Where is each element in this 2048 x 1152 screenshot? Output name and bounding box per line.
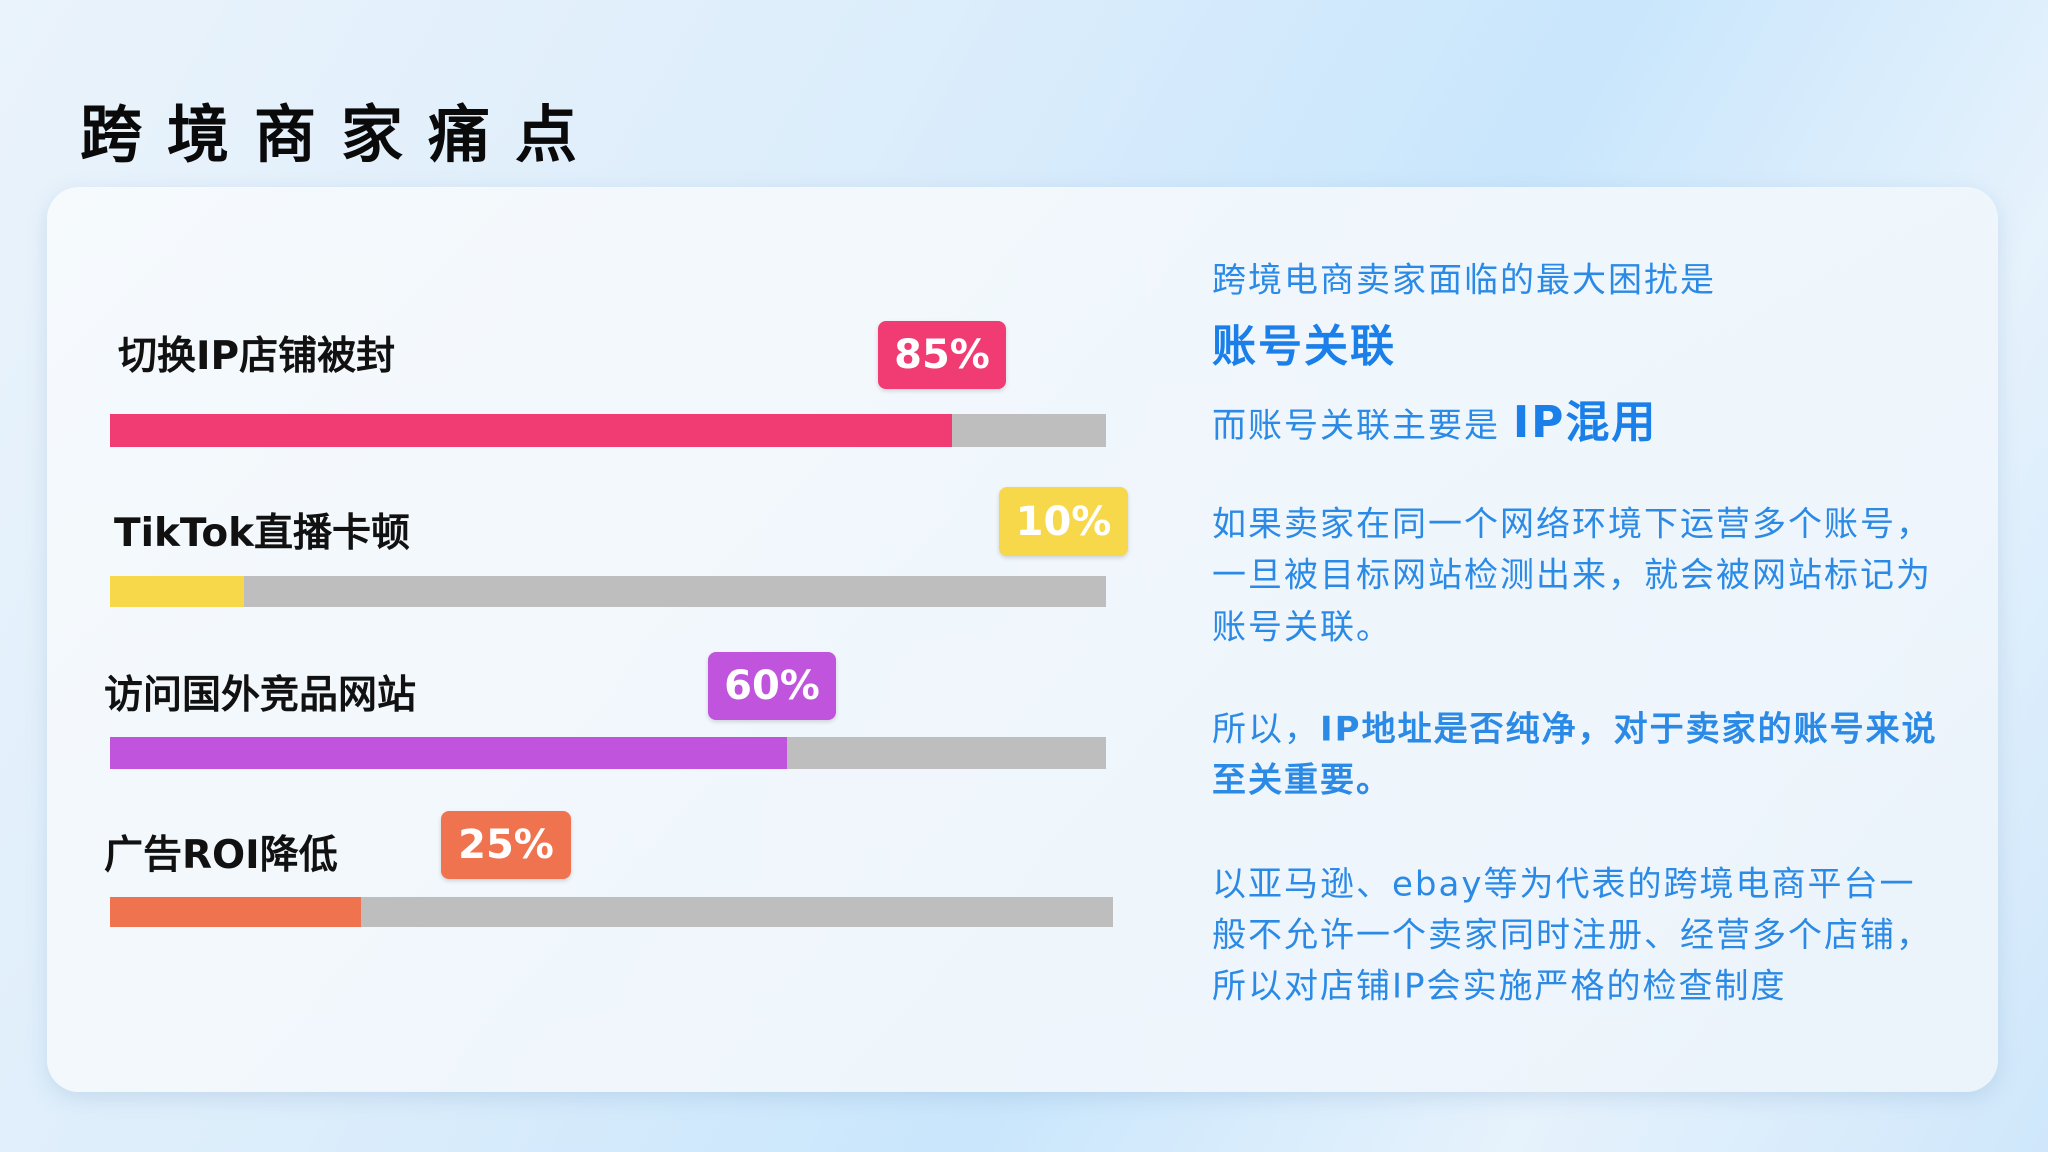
content-card: [47, 187, 1998, 1092]
bar-fill: [110, 897, 361, 927]
value-badge: 25%: [441, 811, 571, 879]
paragraph-line: 所以对店铺IP会实施严格的检查制度: [1212, 966, 1787, 1007]
paragraph-line: 一旦被目标网站检测出来，就会被网站标记为: [1212, 555, 1932, 596]
value-badge: 10%: [999, 487, 1128, 556]
paragraph-line: 账号关联。: [1212, 607, 1392, 648]
bar-label: 访问国外竞品网站: [104, 673, 417, 718]
bar-track: [110, 737, 1106, 769]
bar-fill: [110, 576, 245, 607]
bar-track: [110, 897, 1113, 927]
bar-fill: [110, 737, 788, 769]
paragraph-line: 所以，IP地址是否纯净，对于卖家的账号来说: [1212, 702, 1938, 751]
p2-prefix: 所以，: [1212, 709, 1320, 750]
cause-prefix: 而账号关联主要是: [1212, 406, 1513, 446]
bar-label: 广告ROI降低: [104, 833, 338, 878]
cause-text: 而账号关联主要是 IP混用: [1212, 386, 1657, 450]
intro-text: 跨境电商卖家面临的最大困扰是: [1212, 260, 1716, 301]
bar-label: 切换IP店铺被封: [118, 334, 396, 379]
paragraph-line: 如果卖家在同一个网络环境下运营多个账号，: [1212, 504, 1932, 545]
bar-track: [110, 414, 1106, 447]
paragraph-line: 般不允许一个卖家同时注册、经营多个店铺，: [1212, 915, 1932, 956]
bar-label: TikTok直播卡顿: [114, 511, 411, 556]
value-badge: 85%: [878, 321, 1006, 389]
bar-fill: [110, 414, 952, 447]
bar-track: [110, 576, 1106, 607]
cause-emphasis: IP混用: [1512, 397, 1658, 448]
highlight-heading: 账号关联: [1212, 321, 1396, 372]
paragraph-line: 至关重要。: [1212, 760, 1392, 801]
p2-bold: IP地址是否纯净，对于卖家的账号来说: [1320, 709, 1938, 750]
paragraph-line: 以亚马逊、ebay等为代表的跨境电商平台一: [1212, 864, 1916, 905]
value-badge: 60%: [708, 652, 836, 720]
page-title: 跨境商家痛点: [80, 98, 603, 171]
